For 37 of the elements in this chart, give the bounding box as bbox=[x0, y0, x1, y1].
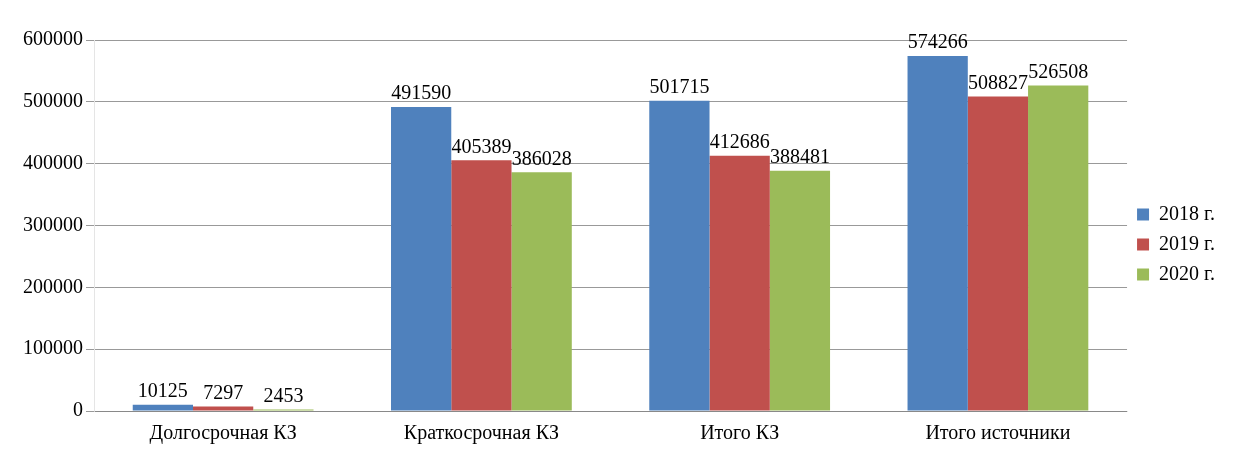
data-label: 412686 bbox=[709, 130, 770, 153]
data-label: 574266 bbox=[907, 30, 968, 53]
data-label: 526508 bbox=[1028, 59, 1089, 82]
y-tick-label: 400000 bbox=[23, 150, 83, 173]
bar bbox=[709, 155, 770, 411]
y-tick-label: 100000 bbox=[23, 336, 83, 359]
data-label: 7297 bbox=[203, 380, 244, 403]
y-tick-label: 600000 bbox=[23, 27, 83, 50]
data-label: 501715 bbox=[649, 75, 710, 98]
x-tick-label: Долгосрочная КЗ bbox=[149, 421, 297, 445]
data-label: 10125 bbox=[137, 378, 188, 401]
y-tick-label: 500000 bbox=[23, 89, 83, 112]
bar bbox=[511, 172, 572, 411]
data-label: 491590 bbox=[391, 81, 452, 104]
legend-label: 2018 г. bbox=[1159, 201, 1216, 224]
x-tick-label: Итого КЗ bbox=[700, 421, 780, 444]
bar bbox=[132, 404, 193, 411]
data-label: 388481 bbox=[769, 145, 830, 168]
bar bbox=[193, 406, 254, 411]
data-label: 405389 bbox=[451, 134, 512, 157]
bar bbox=[649, 100, 710, 411]
bar bbox=[391, 107, 452, 411]
legend-label: 2020 г. bbox=[1159, 261, 1216, 284]
x-tick-label: Итого источники bbox=[925, 421, 1071, 444]
data-label: 508827 bbox=[967, 70, 1028, 93]
x-tick-label: Краткосрочная КЗ bbox=[403, 421, 559, 445]
y-tick-label: 200000 bbox=[23, 274, 83, 297]
data-label: 2453 bbox=[263, 383, 304, 406]
y-tick-label: 300000 bbox=[23, 212, 83, 235]
bar bbox=[451, 160, 512, 411]
y-tick-label: 0 bbox=[73, 398, 83, 421]
legend-label: 2019 г. bbox=[1159, 231, 1216, 254]
bar bbox=[769, 170, 831, 411]
bar bbox=[1028, 85, 1089, 411]
data-label: 386028 bbox=[511, 146, 572, 169]
bar bbox=[967, 96, 1029, 411]
bar bbox=[907, 55, 968, 411]
